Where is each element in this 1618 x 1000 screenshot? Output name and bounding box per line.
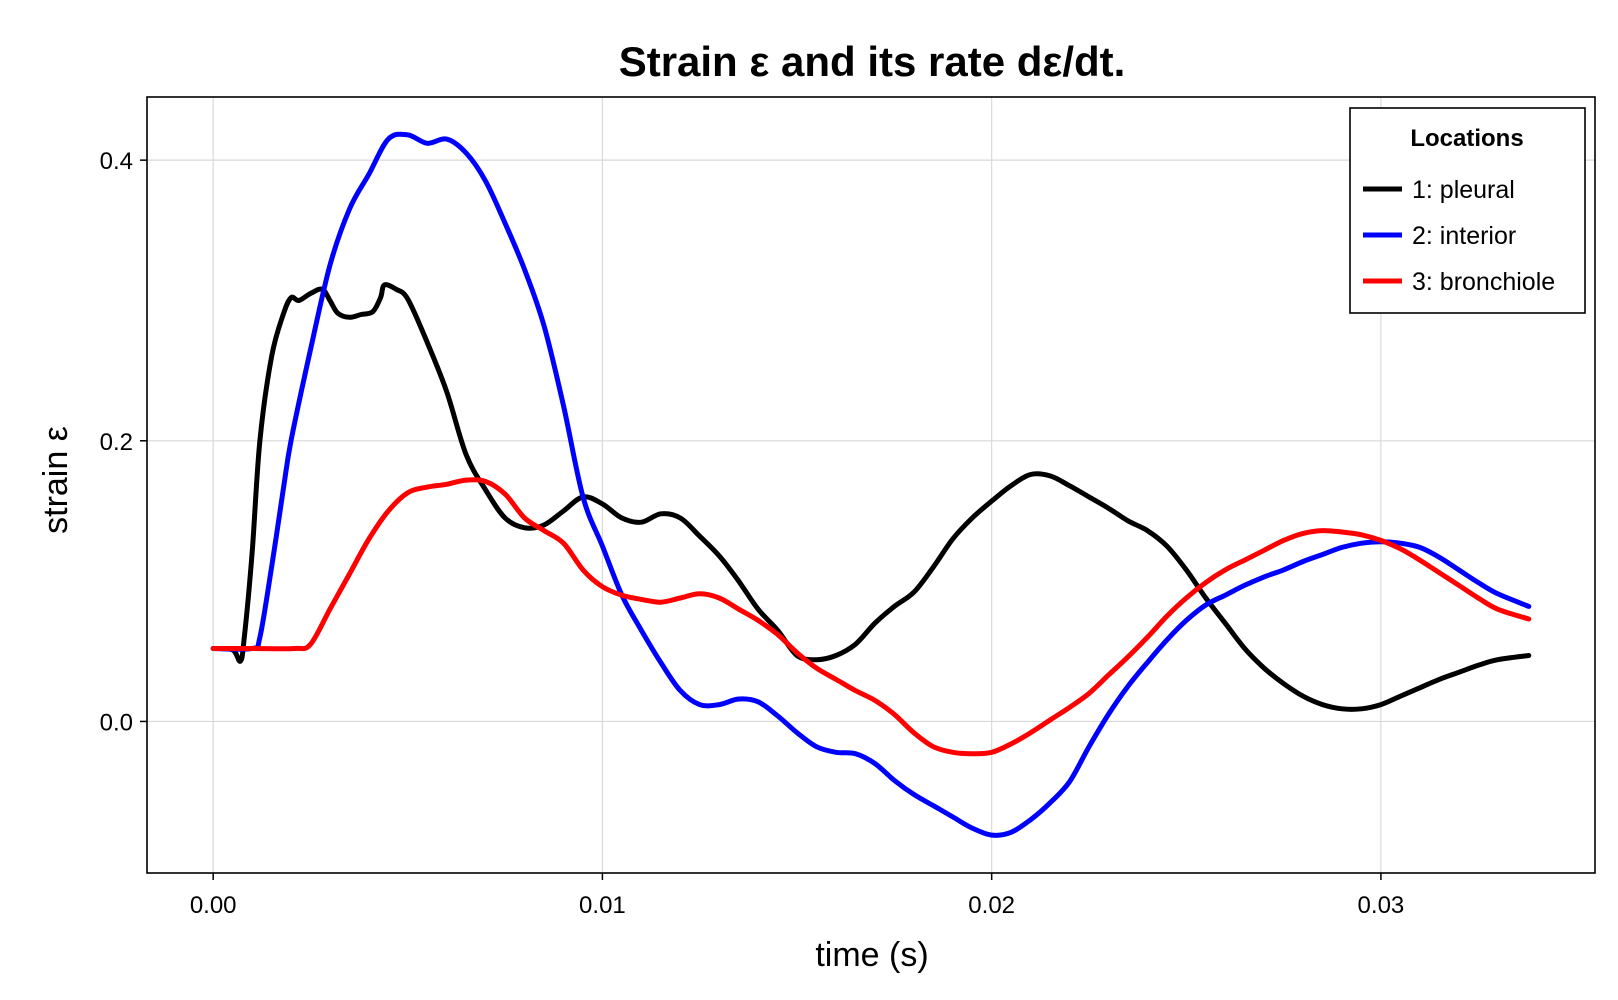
x-axis-ticks: 0.00 0.01 0.02 0.03 <box>190 873 1404 919</box>
series-line-1 <box>210 282 1532 712</box>
chart-title: Strain ε and its rate dε/dt. <box>619 38 1126 85</box>
x-tick-label: 0.03 <box>1358 892 1405 919</box>
x-tick-label: 0.01 <box>579 892 626 919</box>
legend: Locations 1: pleural 2: interior 3: bronch… <box>1349 107 1586 314</box>
x-tick-label: 0.00 <box>190 892 237 919</box>
legend-label: 3: bronchiole <box>1412 268 1555 296</box>
legend-title: Locations <box>1410 125 1523 152</box>
y-axis-ticks: 0.0 0.2 0.4 <box>100 148 147 736</box>
y-tick-label: 0.0 <box>100 709 133 736</box>
y-axis-label: strain ε <box>37 426 75 534</box>
plot-frame <box>146 96 1596 874</box>
x-axis-label: time (s) <box>815 936 928 974</box>
legend-label: 2: interior <box>1412 222 1516 250</box>
series-line-2 <box>210 131 1532 838</box>
y-tick-label: 0.2 <box>100 429 133 456</box>
series-group <box>210 131 1532 838</box>
series-line-3 <box>210 477 1532 757</box>
x-tick-label: 0.02 <box>968 892 1015 919</box>
legend-label: 1: pleural <box>1412 176 1515 204</box>
legend-items: 1: pleural 2: interior 3: bronchiole <box>1363 176 1555 296</box>
y-tick-label: 0.4 <box>100 148 133 175</box>
